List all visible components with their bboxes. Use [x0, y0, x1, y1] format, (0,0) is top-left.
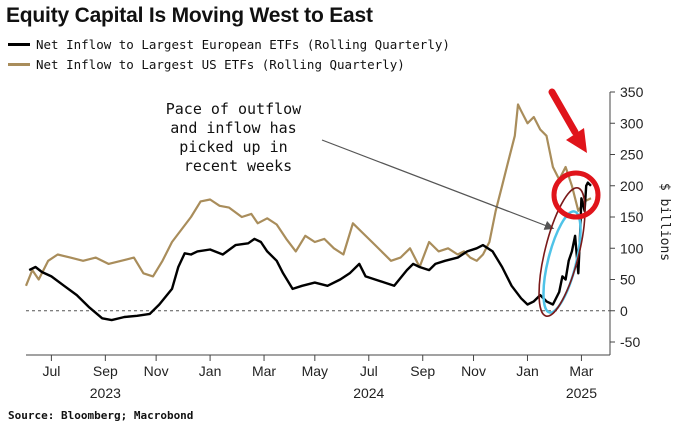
legend-item-european: Net Inflow to Largest European ETFs (Rol…	[8, 35, 450, 53]
x-year-label: 2023	[90, 385, 121, 401]
x-tick-label: Jul	[42, 363, 60, 379]
x-tick-label: Jul	[360, 363, 378, 379]
y-tick-label: 0	[620, 303, 628, 319]
y-tick-label: 100	[620, 240, 644, 256]
y-tick-label: 350	[620, 84, 644, 100]
y-tick-label: 250	[620, 147, 644, 163]
x-tick-label: Nov	[461, 363, 486, 379]
legend-label-european: Net Inflow to Largest European ETFs (Rol…	[36, 36, 450, 52]
x-year-label: 2025	[566, 385, 597, 401]
legend-label-us: Net Inflow to Largest US ETFs (Rolling Q…	[36, 56, 405, 72]
highlight-circle-red	[551, 170, 601, 220]
y-tick-label: -50	[620, 334, 640, 350]
legend-item-us: Net Inflow to Largest US ETFs (Rolling Q…	[8, 55, 405, 73]
y-tick-label: 300	[620, 115, 644, 131]
annotation-pointer	[321, 139, 555, 230]
red-arrow	[548, 88, 587, 153]
y-tick-label: 150	[620, 209, 644, 225]
x-tick-label: Jan	[516, 363, 539, 379]
x-tick-label: Sep	[410, 363, 435, 379]
x-year-label: 2024	[353, 385, 384, 401]
x-tick-label: Sep	[93, 363, 118, 379]
legend-swatch-european	[8, 42, 30, 46]
x-tick-label: Mar	[252, 363, 276, 379]
x-tick-label: May	[302, 363, 328, 379]
series-line-european	[28, 181, 592, 322]
x-tick-label: Nov	[144, 363, 169, 379]
legend-swatch-us	[8, 62, 30, 66]
chart-title: Equity Capital Is Moving West to East	[6, 4, 373, 27]
y-axis-label: $ billions	[657, 183, 672, 261]
series-line-us	[24, 103, 592, 287]
x-tick-label: Mar	[569, 363, 593, 379]
y-tick-label: 200	[620, 178, 644, 194]
source-note: Source: Bloomberg; Macrobond	[8, 409, 194, 422]
x-tick-label: Jan	[199, 363, 222, 379]
annotation-text: Pace of outflow and inflow has picked up…	[166, 100, 311, 175]
y-tick-label: 50	[620, 272, 636, 288]
highlight-ellipse-dark-red	[538, 187, 586, 317]
